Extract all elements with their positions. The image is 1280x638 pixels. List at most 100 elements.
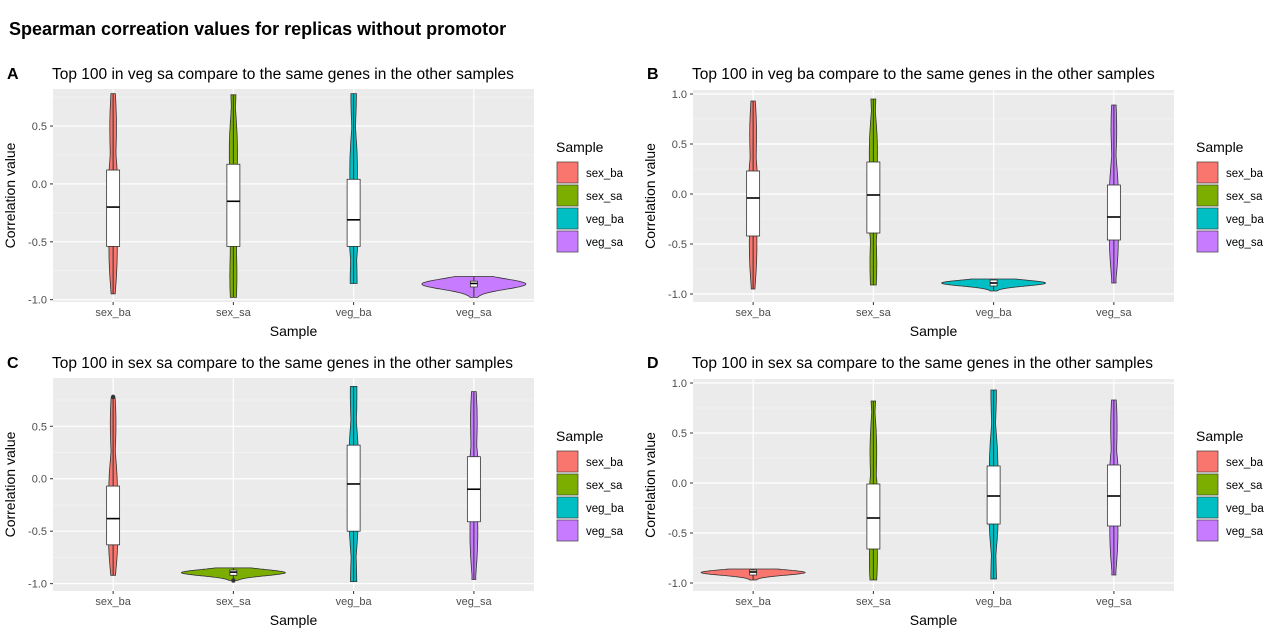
violin-veg_sa bbox=[1106, 399, 1121, 576]
chart-svg: A Top 100 in veg sa compare to the same g… bbox=[2, 66, 624, 339]
legend-title: Sample bbox=[1196, 139, 1244, 155]
x-tick-label: sex_ba bbox=[735, 596, 771, 608]
x-tick-label: veg_ba bbox=[336, 307, 373, 319]
legend-title: Sample bbox=[556, 139, 604, 155]
legend-label: sex_ba bbox=[1226, 457, 1264, 469]
legend-key-veg_ba bbox=[1196, 207, 1219, 230]
x-axis-label: Sample bbox=[270, 323, 318, 339]
box bbox=[866, 161, 881, 234]
y-tick-label: -0.5 bbox=[28, 526, 47, 538]
violin-veg_sa bbox=[466, 391, 481, 580]
x-tick-label: veg_ba bbox=[976, 307, 1013, 319]
y-tick-label: 0.0 bbox=[32, 179, 47, 191]
x-tick-label: sex_ba bbox=[95, 307, 131, 319]
legend-label: sex_sa bbox=[586, 191, 623, 203]
box bbox=[746, 170, 761, 237]
violin-veg_sa bbox=[421, 276, 527, 298]
panel-tag: D bbox=[647, 355, 659, 372]
x-tick-label: veg_ba bbox=[336, 596, 373, 608]
plot-background bbox=[53, 378, 534, 591]
plot-background bbox=[693, 379, 1174, 591]
violin-sex_sa bbox=[226, 94, 241, 298]
panel-title: Top 100 in sex sa compare to the same ge… bbox=[692, 355, 1153, 372]
legend-key-veg_sa bbox=[1196, 519, 1219, 542]
panel-title: Top 100 in veg sa compare to the same ge… bbox=[52, 66, 514, 83]
violin-veg_ba bbox=[346, 93, 361, 284]
legend-key-sex_sa bbox=[1196, 473, 1219, 496]
panel-a: A Top 100 in veg sa compare to the same g… bbox=[0, 60, 640, 349]
violin-sex_sa bbox=[866, 400, 881, 581]
violin-veg_ba bbox=[941, 278, 1047, 292]
legend-label: sex_ba bbox=[1226, 168, 1264, 180]
legend-key-veg_sa bbox=[1196, 230, 1219, 253]
legend-title: Sample bbox=[556, 428, 604, 444]
x-axis-label: Sample bbox=[910, 323, 958, 339]
chart-svg: B Top 100 in veg ba compare to the same g… bbox=[642, 66, 1264, 339]
legend-key-veg_sa bbox=[556, 519, 579, 542]
x-tick-label: sex_sa bbox=[216, 307, 252, 319]
legend-label: sex_sa bbox=[1226, 480, 1263, 492]
panel-c: C Top 100 in sex sa compare to the same g… bbox=[0, 349, 640, 638]
legend-key-veg_ba bbox=[1196, 496, 1219, 519]
figure-title: Spearman correation values for replicas … bbox=[9, 19, 507, 39]
violin-veg_ba bbox=[986, 389, 1001, 580]
y-axis-label: Correlation value bbox=[642, 143, 658, 249]
x-tick-label: sex_ba bbox=[735, 307, 771, 319]
y-tick-label: 0.0 bbox=[672, 189, 687, 201]
x-tick-label: veg_sa bbox=[456, 596, 492, 608]
y-tick-label: -1.0 bbox=[28, 579, 47, 591]
box bbox=[106, 169, 121, 247]
panel-tag: C bbox=[7, 355, 19, 372]
legend-key-sex_sa bbox=[556, 473, 579, 496]
outlier-point bbox=[231, 578, 236, 583]
y-axis-label: Correlation value bbox=[2, 431, 18, 537]
legend-label: sex_sa bbox=[1226, 191, 1263, 203]
y-tick-label: 0.0 bbox=[672, 478, 687, 490]
legend-label: veg_sa bbox=[586, 237, 624, 249]
box bbox=[986, 465, 1001, 525]
x-tick-label: sex_sa bbox=[856, 596, 892, 608]
y-axis-label: Correlation value bbox=[2, 142, 18, 248]
legend-label: veg_sa bbox=[586, 526, 624, 538]
y-tick-label: -1.0 bbox=[668, 578, 687, 590]
violin-sex_sa bbox=[180, 567, 286, 583]
y-tick-label: 0.5 bbox=[672, 428, 687, 440]
violin-sex_sa bbox=[866, 98, 881, 286]
panel-b: B Top 100 in veg ba compare to the same g… bbox=[640, 60, 1280, 349]
plot-background bbox=[53, 89, 534, 302]
legend-key-veg_ba bbox=[556, 207, 579, 230]
panel-title: Top 100 in sex sa compare to the same ge… bbox=[52, 355, 513, 372]
y-tick-label: 0.5 bbox=[32, 121, 47, 133]
box bbox=[346, 178, 361, 247]
legend-label: veg_ba bbox=[1226, 214, 1264, 226]
box bbox=[346, 444, 361, 532]
plot-background bbox=[693, 90, 1174, 302]
box bbox=[106, 485, 121, 546]
legend-key-sex_sa bbox=[1196, 184, 1219, 207]
x-axis-label: Sample bbox=[910, 612, 958, 628]
legend-label: sex_sa bbox=[586, 480, 623, 492]
y-tick-label: -0.5 bbox=[668, 528, 687, 540]
legend-label: sex_ba bbox=[586, 168, 624, 180]
panel-tag: B bbox=[647, 66, 659, 83]
box bbox=[226, 163, 241, 247]
x-tick-label: sex_ba bbox=[95, 596, 131, 608]
violin-sex_ba bbox=[106, 394, 121, 576]
violin-veg_ba bbox=[346, 386, 361, 582]
x-tick-label: sex_sa bbox=[856, 307, 892, 319]
legend-key-sex_sa bbox=[556, 184, 579, 207]
y-tick-label: -0.5 bbox=[668, 239, 687, 251]
chart-svg: D Top 100 in sex sa compare to the same g… bbox=[642, 355, 1264, 628]
legend-label: veg_sa bbox=[1226, 237, 1264, 249]
legend-title: Sample bbox=[1196, 428, 1244, 444]
y-tick-label: 0.0 bbox=[32, 474, 47, 486]
legend-label: veg_sa bbox=[1226, 526, 1264, 538]
box bbox=[1106, 184, 1121, 241]
legend-key-sex_ba bbox=[556, 450, 579, 473]
y-tick-label: -0.5 bbox=[28, 237, 47, 249]
y-tick-label: 0.5 bbox=[32, 421, 47, 433]
legend-key-veg_ba bbox=[556, 496, 579, 519]
chart-svg: C Top 100 in sex sa compare to the same g… bbox=[2, 355, 624, 628]
violin-veg_sa bbox=[1106, 104, 1121, 284]
violin-sex_ba bbox=[700, 568, 806, 581]
